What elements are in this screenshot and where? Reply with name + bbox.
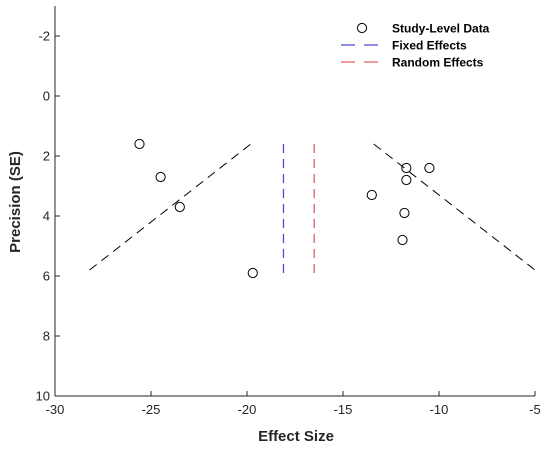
legend-label-study-level-data: Study-Level Data: [392, 22, 490, 36]
study-point: [366, 189, 377, 201]
study-point: [401, 174, 412, 186]
x-tick-label: -30: [46, 402, 65, 417]
legend-label-fixed-effects: Fixed Effects: [392, 39, 467, 53]
data-points: [134, 138, 435, 279]
axes-frame: [54, 6, 535, 397]
effect-lines: [282, 144, 315, 273]
y-tick-label: 2: [43, 149, 50, 164]
y-tick-label: 0: [43, 89, 50, 104]
y-tick-label: -2: [38, 29, 50, 44]
study-point: [134, 138, 145, 150]
funnel-lines: [89, 143, 536, 271]
x-axis-title: Effect Size: [258, 428, 334, 445]
x-tick-label: -5: [529, 402, 541, 417]
study-point: [397, 234, 408, 246]
x-tick-label: -25: [142, 402, 161, 417]
y-tick-label: 6: [43, 269, 50, 284]
legend-marker-study-level-data: [356, 22, 368, 34]
x-tick-label: -15: [334, 402, 353, 417]
study-point: [155, 171, 166, 183]
legend: Study-Level Data Fixed Effects Random Effe…: [341, 22, 490, 70]
y-tick-label: 4: [43, 209, 50, 224]
study-point: [174, 201, 185, 213]
y-tick-label: 8: [43, 329, 50, 344]
funnel-line-right: [373, 143, 536, 271]
legend-label-random-effects: Random Effects: [392, 56, 484, 70]
funnel-line-left: [89, 143, 252, 271]
y-tick-label: 10: [36, 389, 50, 404]
x-tick-label: -10: [430, 402, 449, 417]
study-point: [247, 267, 258, 279]
x-tick-label: -20: [238, 402, 257, 417]
study-point: [401, 162, 412, 174]
y-axis-title: Precision (SE): [7, 151, 24, 253]
study-point: [424, 162, 435, 174]
study-point: [399, 207, 410, 219]
